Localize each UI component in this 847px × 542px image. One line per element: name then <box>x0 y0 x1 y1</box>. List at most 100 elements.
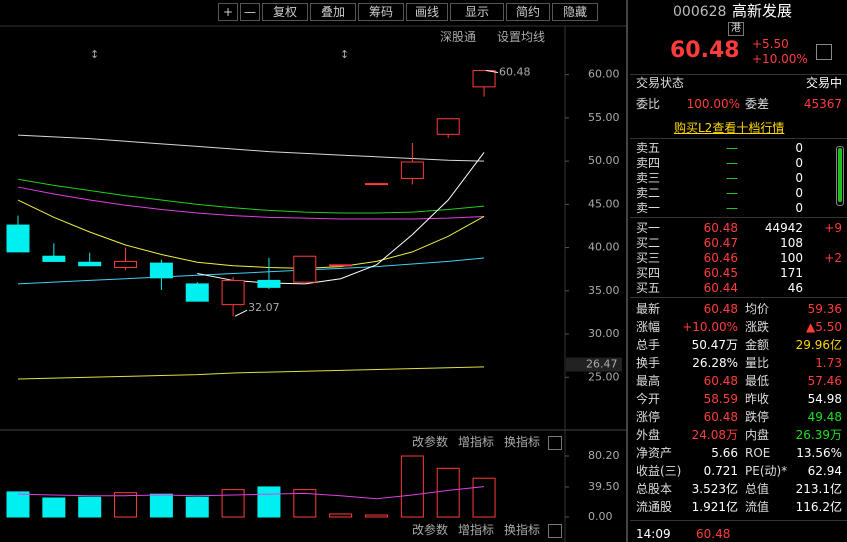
label: 买五 <box>636 281 661 295</box>
change: +2 <box>824 251 842 265</box>
value: 1.921亿 <box>691 500 738 514</box>
value: 60.48 <box>703 374 738 388</box>
candle-body <box>400 161 424 179</box>
ma-line <box>17 134 485 162</box>
value: 3.523亿 <box>691 482 738 496</box>
close-button[interactable] <box>548 524 562 538</box>
label: 总股本 <box>636 482 673 496</box>
ma-line <box>17 178 485 214</box>
chart: ↕ ↕ 60.00 55.00 50.00 45.00 40.00 35.00 30.00 2… <box>0 25 626 542</box>
row-divider <box>630 520 847 521</box>
volume-bar <box>257 486 281 518</box>
toolbar-button[interactable]: 显示 <box>450 3 504 21</box>
candle-body <box>114 260 138 268</box>
toolbar-button[interactable]: 隐藏 <box>552 3 598 21</box>
y-tick-label: 30.00 <box>588 327 620 340</box>
volume-bar <box>149 493 173 518</box>
label: 金额 <box>745 338 770 352</box>
toolbar-button[interactable]: + <box>218 3 238 21</box>
label: 净资产 <box>636 446 673 460</box>
value: 45367 <box>803 97 842 111</box>
label: 总手 <box>636 338 661 352</box>
sub-button[interactable]: 设置均线 <box>497 30 546 44</box>
volume-bar <box>400 455 424 518</box>
panel-button[interactable]: 增指标 <box>458 523 495 537</box>
value: 60.48 <box>703 302 738 316</box>
y-tick-label: 40.00 <box>588 241 620 254</box>
toolbar-button[interactable]: 复权 <box>262 3 308 21</box>
y-tick-label: 0.00 <box>588 510 613 523</box>
candle-body <box>78 261 102 267</box>
value: 交易中 <box>805 76 842 90</box>
label: 委差 <box>745 97 770 111</box>
volume: 100 <box>780 251 803 265</box>
volume: 0 <box>795 141 803 155</box>
annotation-arrow <box>485 70 499 74</box>
value: 26.28% <box>692 356 738 370</box>
scrollbar[interactable] <box>836 146 844 206</box>
label: 涨跌 <box>745 320 770 334</box>
label: ROE <box>745 446 771 460</box>
label: 流值 <box>745 500 770 514</box>
row-divider <box>630 74 847 75</box>
sub-button[interactable]: 深股通 <box>440 30 477 44</box>
label: 买二 <box>636 236 661 250</box>
toolbar-button[interactable]: 画线 <box>406 3 448 21</box>
price: 60.48 <box>703 221 738 235</box>
panel-button[interactable]: 增指标 <box>458 435 495 449</box>
annotation-arrow <box>234 309 248 317</box>
label: 买一 <box>636 221 661 235</box>
label: 外盘 <box>636 428 661 442</box>
price: 60.48 <box>670 38 740 63</box>
divider <box>626 0 628 542</box>
label: 内盘 <box>745 428 770 442</box>
volume-bar <box>436 467 460 518</box>
y-tick-label: 60.00 <box>588 68 620 81</box>
panel-button[interactable]: 改参数 <box>412 435 449 449</box>
row-divider <box>630 138 847 139</box>
price: 60.44 <box>703 281 738 295</box>
panel-button[interactable]: 换指标 <box>504 523 541 537</box>
volume-bar <box>365 514 388 518</box>
toolbar-button[interactable]: 叠加 <box>310 3 356 21</box>
marker: ↕ <box>340 48 349 61</box>
label: 最高 <box>636 374 661 388</box>
value: 62.94 <box>807 464 842 478</box>
value: 24.08万 <box>691 428 738 442</box>
label: 涨幅 <box>636 320 661 334</box>
ma-line <box>17 257 485 285</box>
value: 29.96亿 <box>795 338 842 352</box>
panel-button[interactable]: 换指标 <box>504 435 541 449</box>
add-button[interactable] <box>816 44 832 60</box>
label: 换手 <box>636 356 661 370</box>
label: 流通股 <box>636 500 673 514</box>
toolbar-button[interactable]: — <box>240 3 260 21</box>
volume: 44942 <box>764 221 803 235</box>
volume-bar <box>221 489 245 518</box>
toolbar-button[interactable]: 简约 <box>506 3 550 21</box>
price: — <box>726 186 738 200</box>
label: 跌停 <box>745 410 770 424</box>
link[interactable]: 购买L2查看十档行情 <box>674 121 785 135</box>
y-tick-label: 80.20 <box>588 449 620 462</box>
ma-line <box>17 366 485 380</box>
value: 50.47万 <box>691 338 738 352</box>
volume-bar <box>472 477 496 518</box>
candle-body <box>329 264 353 267</box>
close-button[interactable] <box>548 436 562 450</box>
pct: +10.00% <box>752 52 808 66</box>
price: — <box>726 141 738 155</box>
y-tick-label: 25.00 <box>588 370 620 383</box>
toolbar-button[interactable]: 筹码 <box>358 3 404 21</box>
panel-button[interactable]: 改参数 <box>412 523 449 537</box>
value: 100.00% <box>686 97 740 111</box>
value: 1.73 <box>815 356 842 370</box>
ma-line <box>17 199 485 269</box>
marker: ↕ <box>90 48 99 61</box>
price: — <box>726 156 738 170</box>
cursor-label: 26.47 <box>586 358 618 371</box>
candle-body <box>221 279 245 306</box>
value: 213.1亿 <box>795 482 842 496</box>
value: 26.39万 <box>795 428 842 442</box>
label: 买四 <box>636 266 661 280</box>
